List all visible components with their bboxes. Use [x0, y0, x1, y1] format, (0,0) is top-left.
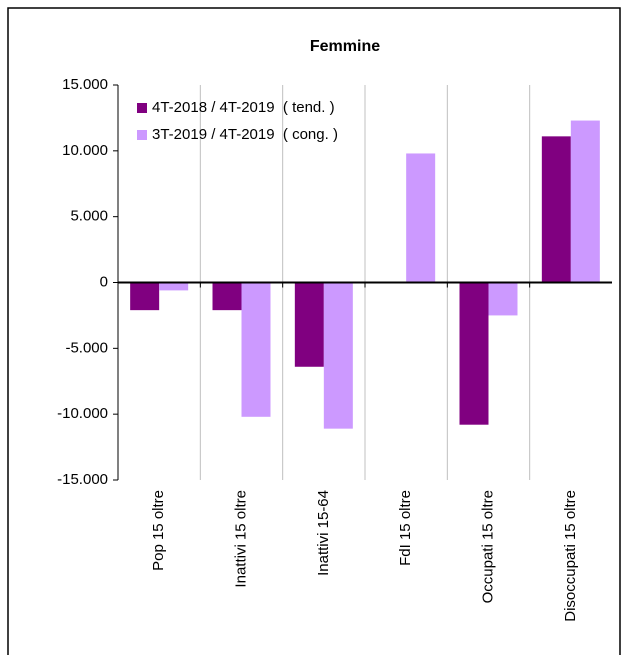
bar [294, 282, 324, 367]
legend-label: 3T-2019 / 4T-2019 ( cong. ) [152, 126, 338, 143]
bar [541, 136, 571, 283]
x-tick-label: Inattivi 15-64 [315, 490, 332, 576]
y-tick-label: 15.000 [62, 76, 108, 93]
bar [130, 282, 160, 311]
bar [241, 282, 271, 417]
bar [406, 153, 436, 283]
bar [570, 120, 600, 283]
x-tick-label: Occupati 15 oltre [479, 490, 496, 603]
y-tick-label: 10.000 [62, 142, 108, 159]
chart-title: Femmine [310, 38, 380, 55]
y-tick-label: -5.000 [65, 339, 108, 356]
legend-label: 4T-2018 / 4T-2019 ( tend. ) [152, 99, 335, 116]
bar [323, 282, 353, 429]
bar [488, 282, 518, 316]
bar [159, 282, 189, 291]
x-tick-label: Inattivi 15 oltre [232, 490, 249, 588]
bar [459, 282, 489, 425]
x-tick-label: FdI 15 oltre [397, 490, 414, 566]
y-tick-label: -15.000 [57, 471, 108, 488]
y-tick-label: 5.000 [70, 208, 108, 225]
y-tick-label: 0 [100, 273, 108, 290]
legend-swatch [137, 103, 147, 113]
y-tick-label: -10.000 [57, 405, 108, 422]
x-tick-label: Pop 15 oltre [150, 490, 167, 571]
x-tick-label: Disoccupati 15 oltre [562, 490, 579, 622]
legend-swatch [137, 130, 147, 140]
bar [212, 282, 242, 311]
